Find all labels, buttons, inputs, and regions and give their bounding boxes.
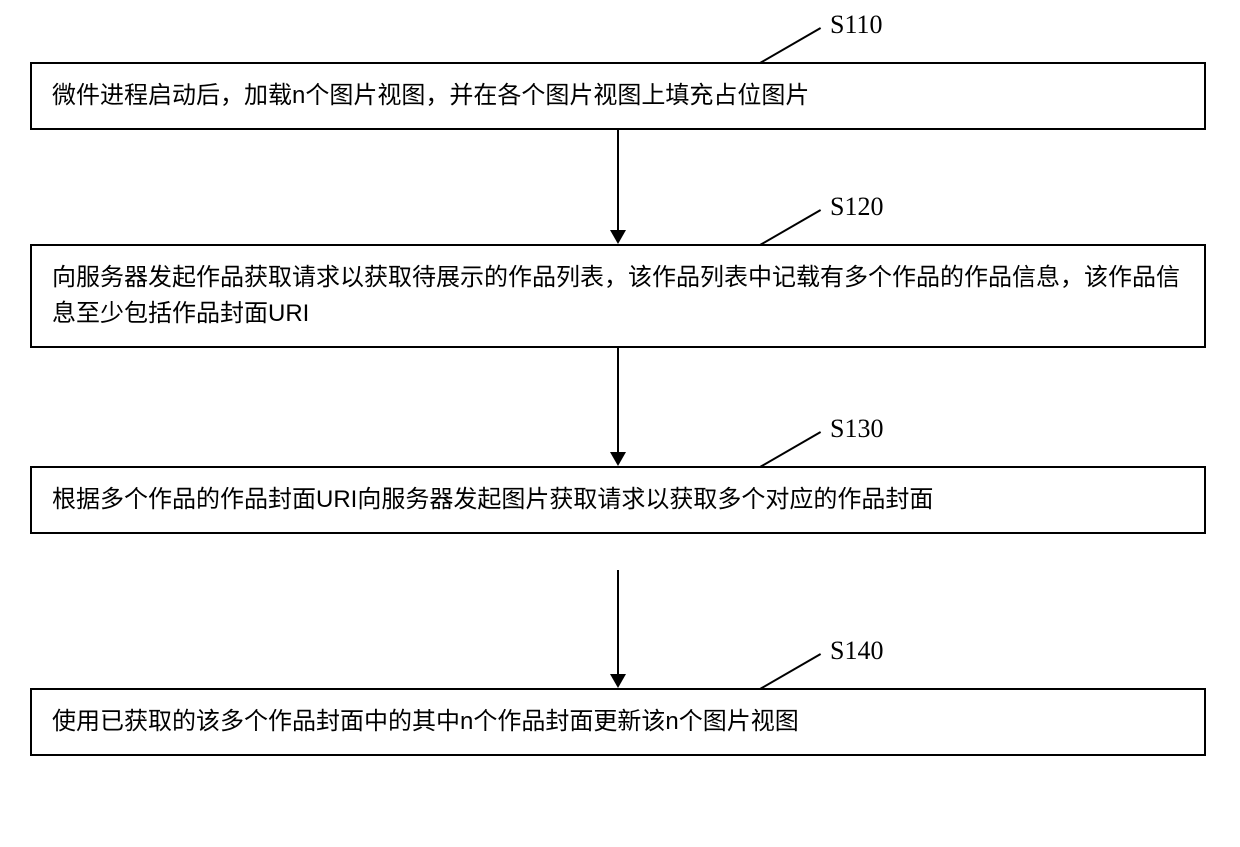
flowchart-step-s120: 向服务器发起作品获取请求以获取待展示的作品列表，该作品列表中记载有多个作品的作品… (30, 244, 1206, 348)
arrow-3 (617, 570, 619, 674)
callout-s140 (760, 653, 822, 690)
arrow-head-3 (610, 674, 626, 688)
flowchart-step-s140: 使用已获取的该多个作品封面中的其中n个作品封面更新该n个图片视图 (30, 688, 1206, 756)
arrow-2 (617, 348, 619, 452)
callout-s120 (760, 209, 822, 246)
flowchart-step-s110: 微件进程启动后，加载n个图片视图，并在各个图片视图上填充占位图片 (30, 62, 1206, 130)
flowchart-container: 微件进程启动后，加载n个图片视图，并在各个图片视图上填充占位图片 S110 向服… (0, 0, 1240, 847)
step-text: 微件进程启动后，加载n个图片视图，并在各个图片视图上填充占位图片 (52, 82, 809, 109)
step-label-s110: S110 (830, 10, 883, 40)
step-text: 根据多个作品的作品封面URI向服务器发起图片获取请求以获取多个对应的作品封面 (52, 486, 933, 513)
step-label-s120: S120 (830, 192, 883, 222)
step-text: 向服务器发起作品获取请求以获取待展示的作品列表，该作品列表中记载有多个作品的作品… (52, 264, 1180, 327)
arrow-1 (617, 130, 619, 230)
callout-s110 (760, 27, 822, 64)
step-label-s140: S140 (830, 636, 883, 666)
flowchart-step-s130: 根据多个作品的作品封面URI向服务器发起图片获取请求以获取多个对应的作品封面 (30, 466, 1206, 534)
step-text: 使用已获取的该多个作品封面中的其中n个作品封面更新该n个图片视图 (52, 708, 799, 735)
arrow-head-2 (610, 452, 626, 466)
callout-s130 (760, 431, 822, 468)
step-label-s130: S130 (830, 414, 883, 444)
arrow-head-1 (610, 230, 626, 244)
